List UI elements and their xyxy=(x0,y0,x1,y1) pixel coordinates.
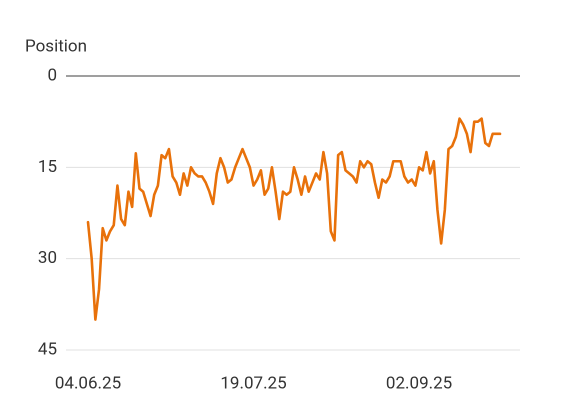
x-tick-label: 19.07.25 xyxy=(220,373,286,393)
y-tick-label: 0 xyxy=(47,65,57,85)
data-line xyxy=(86,117,502,321)
x-tick-label: 02.09.25 xyxy=(386,373,452,393)
y-axis-label: Position xyxy=(25,36,87,56)
y-tick-label: 30 xyxy=(38,248,57,268)
y-tick-label: 15 xyxy=(38,157,57,177)
x-tick-label: 04.06.25 xyxy=(55,373,121,393)
y-tick-label: 45 xyxy=(38,339,57,359)
